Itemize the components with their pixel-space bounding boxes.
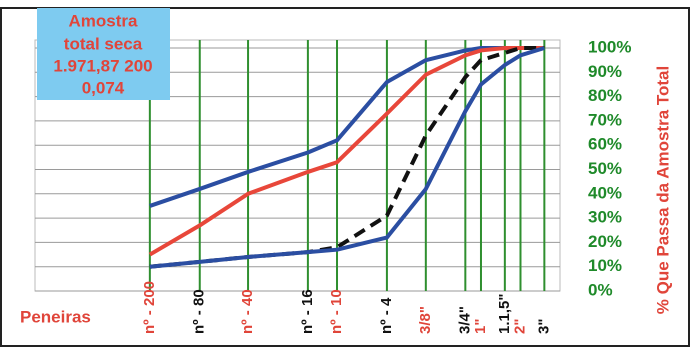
y-tick-label: 10% [588,256,622,275]
y-tick-label: 70% [588,110,622,129]
x-tick-label: 3/8" [417,306,434,334]
series-line [148,46,545,257]
y-tick-label: 0% [588,280,613,299]
annotation-line: total seca [64,34,143,53]
x-tick-label: nº - 80 [191,289,208,334]
series-line [149,46,545,269]
x-tick-label: nº - 40 [239,289,256,334]
annotation-box [37,8,170,100]
annotation-line: 1.971,87 200 [53,56,152,75]
x-tick-label: nº - 16 [299,289,316,334]
y-axis-title: % Que Passa da Amostra Total [653,66,672,314]
y-tick-label: 20% [588,232,622,251]
x-tick-label: 3/4" [456,306,473,334]
y-tick-label: 90% [588,62,622,81]
y-tick-label: 60% [588,135,622,154]
annotation-line: Amostra [69,11,139,30]
x-tick-label: 2" [511,319,528,334]
x-tick-label: nº - 10 [328,289,345,334]
y-tick-label: 50% [588,159,622,178]
x-axis-title: Peneiras [20,307,91,326]
y-tick-label: 80% [588,86,622,105]
x-tick-label: 3" [535,319,552,334]
y-tick-label: 100% [588,37,631,56]
y-tick-label: 40% [588,183,622,202]
series-line [149,46,545,269]
x-tick-label: 1.1,5" [496,294,513,334]
x-tick-label: nº - 200 [141,281,158,334]
annotation-line: 0,074 [82,78,125,97]
x-tick-label: 1" [472,319,489,334]
frame [0,7,690,347]
x-tick-label: nº - 4 [378,297,395,334]
y-tick-label: 30% [588,208,622,227]
